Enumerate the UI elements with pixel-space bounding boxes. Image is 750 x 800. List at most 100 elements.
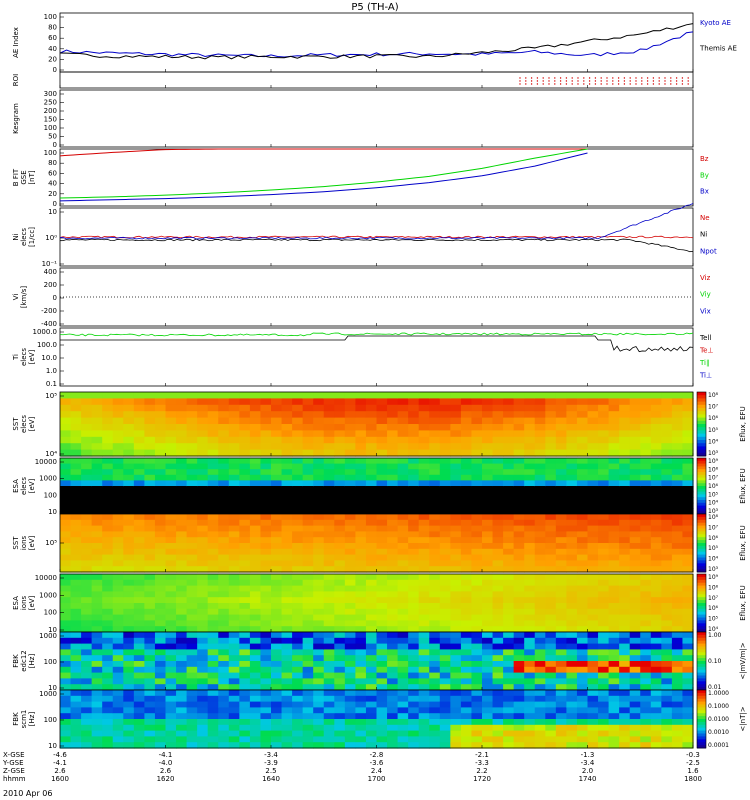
heatmap-cell — [218, 695, 230, 703]
heatmap-cell — [471, 458, 483, 465]
y-tick-label: 400 — [44, 268, 57, 276]
heatmap-cell — [524, 585, 536, 592]
heatmap-cell — [503, 537, 515, 544]
heatmap-cell — [133, 719, 145, 726]
heatmap-cell — [249, 620, 262, 627]
heatmap-cell — [460, 701, 473, 708]
heatmap-cell — [81, 554, 93, 561]
heatmap-cell — [598, 742, 610, 749]
heatmap-cell — [566, 603, 578, 610]
heatmap-cell — [123, 417, 135, 425]
y-axis-label: edc12 — [20, 650, 28, 672]
heatmap-cell — [513, 701, 525, 708]
heatmap-cell — [91, 719, 103, 726]
heatmap-cell — [534, 719, 546, 726]
heatmap-cell — [197, 632, 209, 639]
heatmap-cell — [471, 436, 483, 444]
heatmap-cell — [640, 411, 652, 419]
heatmap-cell — [81, 608, 93, 616]
heatmap-cell — [355, 655, 367, 662]
heatmap-cell — [682, 458, 694, 465]
heatmap-cell — [91, 404, 103, 412]
heatmap-cell — [376, 608, 388, 616]
heatmap-cell — [450, 404, 462, 412]
heatmap-cell — [471, 404, 483, 412]
heatmap-cell — [503, 554, 515, 561]
heatmap-cell — [598, 560, 610, 567]
heatmap-cell — [661, 398, 673, 406]
heatmap-cell — [218, 474, 230, 481]
heatmap-cell — [566, 690, 578, 697]
heatmap-cell — [102, 424, 114, 431]
heatmap-cell — [492, 637, 504, 645]
heatmap-cell — [482, 543, 494, 550]
heatmap-cell — [619, 655, 631, 662]
heatmap-cell — [598, 566, 610, 573]
heatmap-cell — [524, 398, 536, 406]
heatmap-cell — [429, 713, 441, 720]
heatmap-cell — [281, 719, 293, 726]
heatmap-cell — [566, 695, 578, 703]
heatmap-cell — [323, 548, 335, 556]
heatmap-cell — [566, 486, 578, 493]
heatmap-cell — [365, 474, 378, 481]
heatmap-cell — [629, 548, 641, 556]
heatmap-cell — [365, 404, 378, 412]
heatmap-cell — [629, 724, 641, 732]
x-tick-label: -3.3 — [475, 759, 489, 767]
heatmap-cell — [197, 695, 209, 703]
heatmap-cell — [228, 392, 240, 399]
heatmap-cell — [619, 614, 631, 621]
heatmap-cell — [545, 554, 557, 561]
heatmap-cell — [608, 537, 620, 544]
heatmap-cell — [598, 678, 610, 685]
heatmap-cell — [144, 480, 156, 487]
heatmap-cell — [313, 398, 325, 406]
heatmap-cell — [650, 502, 662, 509]
heatmap-cell — [323, 695, 335, 703]
heatmap-cell — [144, 690, 156, 697]
heatmap-cell — [682, 632, 694, 639]
heatmap-cell — [598, 411, 610, 419]
heatmap-cell — [629, 404, 641, 412]
heatmap-cell — [460, 449, 473, 457]
roi-dot — [606, 80, 608, 82]
heatmap-cell — [587, 637, 599, 645]
panel-frame — [59, 89, 694, 148]
heatmap-cell — [439, 643, 451, 650]
heatmap-cell — [165, 608, 177, 616]
heatmap-cell — [344, 608, 356, 616]
heatmap-cell — [640, 603, 652, 610]
colorbar-swatch — [697, 614, 706, 618]
heatmap-cell — [450, 480, 462, 487]
heatmap-cell — [186, 469, 198, 476]
colorbar-swatch — [697, 472, 706, 476]
heatmap-cell — [271, 643, 283, 650]
heatmap-cell — [587, 597, 599, 604]
heatmap-cell — [387, 713, 399, 720]
heatmap-cell — [460, 724, 473, 732]
heatmap-cell — [534, 655, 546, 662]
heatmap-cell — [524, 579, 536, 587]
heatmap-cell — [619, 554, 631, 561]
heatmap-cell — [650, 614, 662, 621]
x-tick-label: 1600 — [51, 775, 69, 783]
heatmap-cell — [271, 655, 283, 662]
heatmap-cell — [682, 637, 694, 645]
heatmap-cell — [650, 458, 662, 465]
roi-dot — [687, 83, 689, 85]
colorbar-swatch — [697, 463, 706, 467]
legend-entry: Tell — [699, 334, 711, 342]
heatmap-cell — [123, 525, 135, 532]
heatmap-cell — [249, 574, 262, 581]
heatmap-cell — [102, 684, 114, 691]
heatmap-cell — [482, 666, 494, 674]
heatmap-cell — [323, 637, 335, 645]
heatmap-cell — [218, 701, 230, 708]
heatmap-cell — [81, 614, 93, 621]
roi-dot — [594, 80, 597, 82]
colorbar-swatch — [697, 672, 706, 676]
heatmap-cell — [334, 537, 346, 544]
heatmap-cell — [123, 678, 135, 685]
heatmap-cell — [450, 666, 462, 674]
